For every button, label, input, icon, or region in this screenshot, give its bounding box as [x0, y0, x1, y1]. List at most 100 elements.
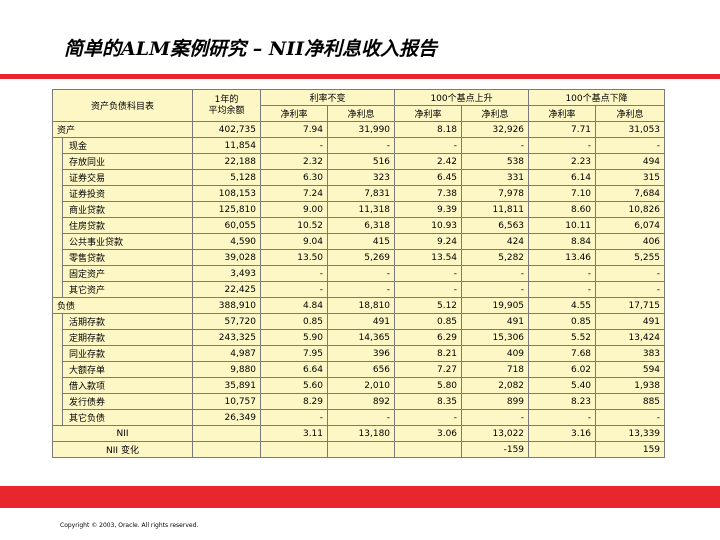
value-cell: - [595, 265, 666, 282]
value-cell: -159 [461, 441, 530, 458]
value-cell: 10.52 [260, 217, 329, 234]
row-label: 证券投资 [61, 185, 194, 202]
avg-balance-cell: 125,810 [192, 201, 262, 218]
row-label: 公共事业贷款 [61, 233, 194, 250]
value-cell: 10,826 [595, 201, 666, 218]
value-cell: 396 [327, 345, 396, 362]
value-cell: 4.84 [260, 297, 329, 314]
value-cell: 2.32 [260, 153, 329, 170]
table-row: 证券投资 108,153 7.24 7,831 7.38 7,978 7.10 7,684 [52, 185, 666, 202]
value-cell: 594 [595, 361, 666, 378]
value-cell: 406 [595, 233, 666, 250]
avg-balance-cell: 108,153 [192, 185, 262, 202]
table-row: 发行债券 10,757 8.29 892 8.35 899 8.23 885 [52, 393, 666, 410]
value-cell: 19,905 [461, 297, 530, 314]
avg-balance-cell: 243,325 [192, 329, 262, 346]
value-cell: 13.46 [528, 249, 597, 266]
value-cell: 415 [327, 233, 396, 250]
value-cell: 18,810 [327, 297, 396, 314]
value-cell: 7.71 [528, 121, 597, 138]
indent-cell [52, 201, 63, 218]
value-cell: 8.84 [528, 233, 597, 250]
indent-cell [52, 377, 63, 394]
row-label: NII 变化 [51, 441, 194, 458]
value-cell: 7.24 [260, 185, 329, 202]
indent-cell [52, 137, 63, 154]
table-row: 公共事业贷款 4,590 9.04 415 9.24 424 8.84 406 [52, 233, 666, 250]
subcol-header: 净利息 [327, 105, 396, 122]
value-cell: 8.21 [394, 345, 463, 362]
row-label: 商业贷款 [61, 201, 194, 218]
table-row: 负债 388,910 4.84 18,810 5.12 19,905 4.55 17,715 [51, 297, 666, 314]
table-row: 现金 11,854- - - - - - [52, 137, 666, 154]
value-cell: - [528, 265, 597, 282]
value-cell: 9.24 [394, 233, 463, 250]
row-label: 借入款项 [61, 377, 194, 394]
value-cell: - [394, 137, 463, 154]
row-label: 大额存单 [61, 361, 194, 378]
value-cell: 2.23 [528, 153, 597, 170]
nii-report-table-container: 资产负债科目表 1年的 平均余额 利率不变 100个基点上升 100个基点下降 … [51, 89, 666, 458]
row-label: 定期存款 [61, 329, 194, 346]
value-cell: 656 [327, 361, 396, 378]
title-underline [0, 74, 720, 79]
value-cell: - [327, 137, 396, 154]
value-cell: - [327, 265, 396, 282]
value-cell: 5,269 [327, 249, 396, 266]
value-cell: 32,926 [461, 121, 530, 138]
subcol-header: 净利率 [528, 105, 597, 122]
value-cell: 899 [461, 393, 530, 410]
value-cell: 516 [327, 153, 396, 170]
value-cell: 315 [595, 169, 666, 186]
avg-balance-cell: 10,757 [192, 393, 262, 410]
value-cell: 9.39 [394, 201, 463, 218]
avg-balance-cell: 4,987 [192, 345, 262, 362]
value-cell: 383 [595, 345, 666, 362]
table-row: NII 变化 -159 159 [51, 441, 666, 458]
nii-report-table: 资产负债科目表 1年的 平均余额 利率不变 100个基点上升 100个基点下降 … [51, 89, 666, 458]
row-label: 活期存款 [61, 313, 194, 330]
value-cell [327, 441, 396, 458]
value-cell: 7,684 [595, 185, 666, 202]
value-cell: 6,318 [327, 217, 396, 234]
value-cell: 8.18 [394, 121, 463, 138]
indent-cell [52, 153, 63, 170]
value-cell: 31,990 [327, 121, 396, 138]
value-cell: 5.40 [528, 377, 597, 394]
row-label: 同业存款 [61, 345, 194, 362]
value-cell: 2.42 [394, 153, 463, 170]
value-cell: 13,339 [595, 425, 666, 442]
avg-balance-cell: 5,128 [192, 169, 262, 186]
value-cell: 331 [461, 169, 530, 186]
value-cell: 424 [461, 233, 530, 250]
value-cell: 13,424 [595, 329, 666, 346]
group-header-up: 100个基点上升 [394, 89, 530, 106]
value-cell: 13.54 [394, 249, 463, 266]
value-cell: 8.60 [528, 201, 597, 218]
value-cell: 9.04 [260, 233, 329, 250]
table-row: 其它负债 26,349- - - - - - [52, 409, 666, 426]
avg-balance-header: 1年的 平均余额 [192, 89, 262, 122]
indent-cell [52, 281, 63, 298]
avg-balance-cell [192, 425, 262, 442]
avg-balance-cell: 388,910 [192, 297, 262, 314]
value-cell: 5.52 [528, 329, 597, 346]
value-cell: - [260, 265, 329, 282]
avg-balance-cell: 60,055 [192, 217, 262, 234]
table-row: 住房贷款 60,055 10.52 6,318 10.93 6,563 10.11 6,074 [52, 217, 666, 234]
value-cell: 14,365 [327, 329, 396, 346]
row-label: 固定资产 [61, 265, 194, 282]
table-row: 零售贷款 39,028 13.50 5,269 13.54 5,282 13.46 5,255 [52, 249, 666, 266]
indent-cell [52, 313, 63, 330]
value-cell: 5,255 [595, 249, 666, 266]
row-label: 资产 [51, 121, 194, 138]
table-row: 借入款项 35,891 5.60 2,010 5.80 2,082 5.40 1,938 [52, 377, 666, 394]
value-cell: - [394, 281, 463, 298]
avg-balance-cell: 39,028 [192, 249, 262, 266]
slide-title: 简单的ALM案例研究 – NII净利息收入报告 [64, 38, 438, 60]
value-cell: 3.11 [260, 425, 329, 442]
row-label: 其它负债 [61, 409, 194, 426]
indent-cell [52, 169, 63, 186]
value-cell: - [327, 281, 396, 298]
indent-cell [52, 329, 63, 346]
